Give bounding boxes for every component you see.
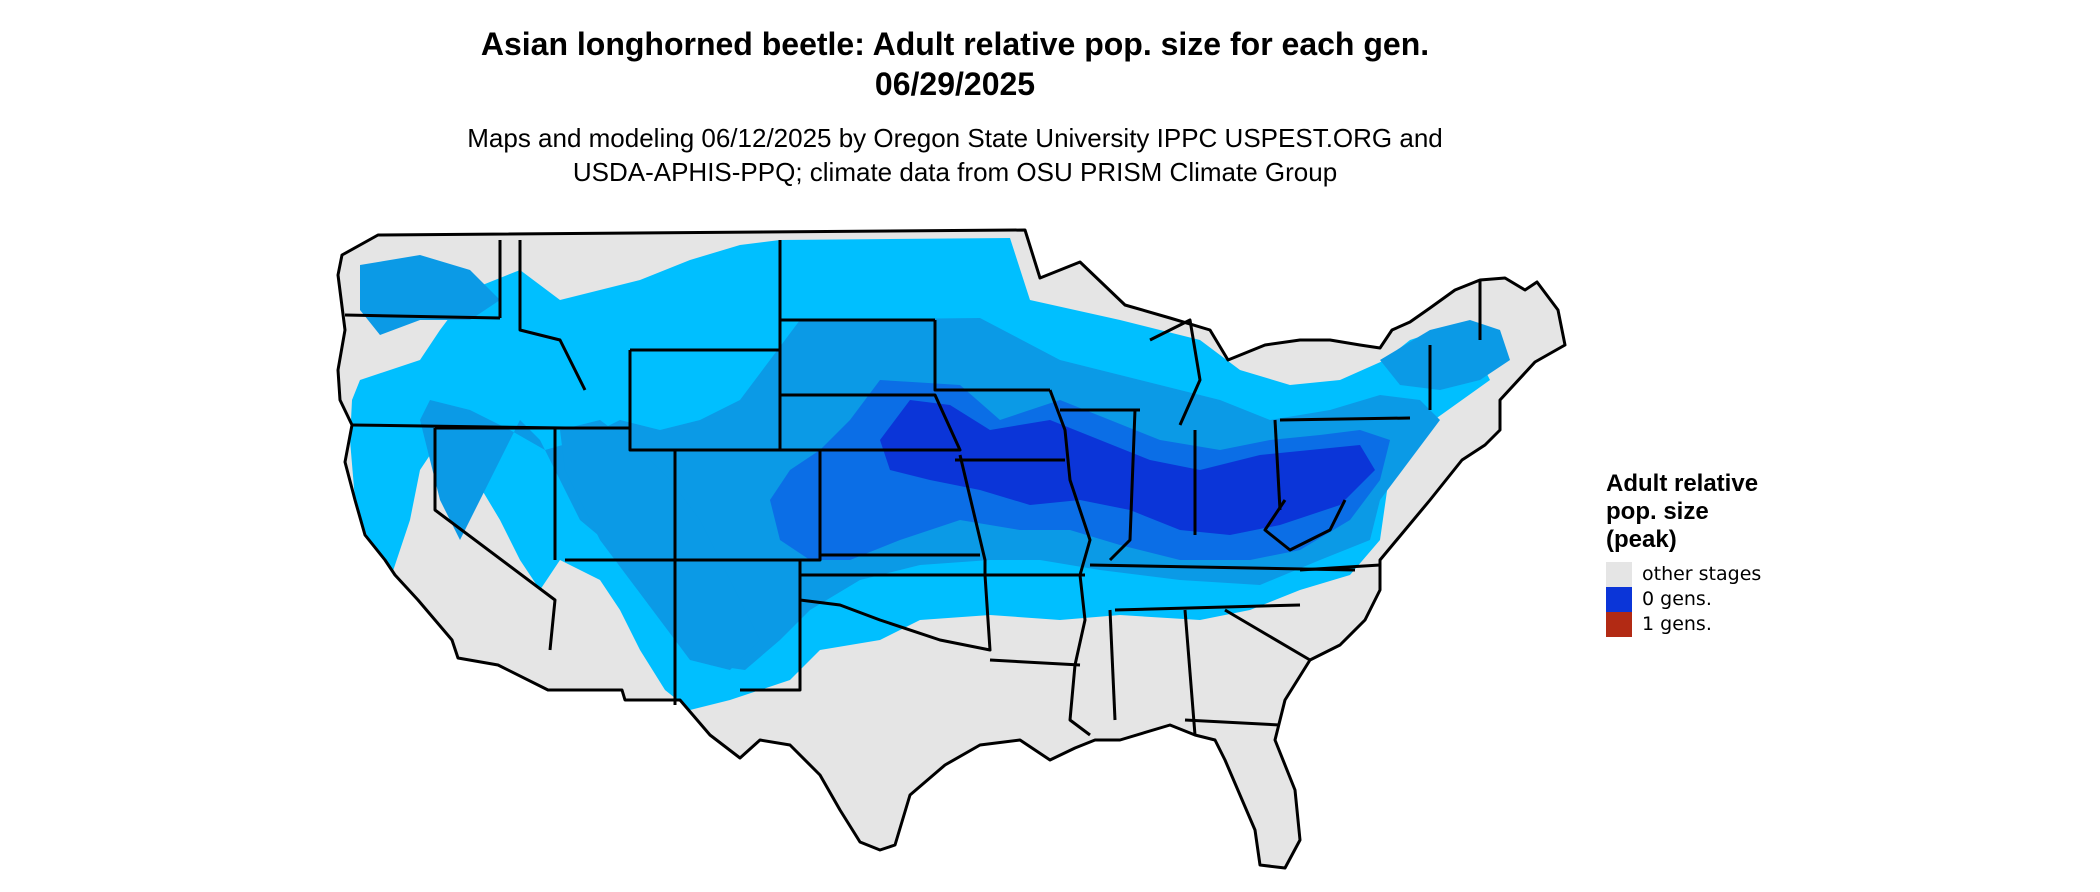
legend-swatch-other-stages [1606,562,1632,587]
border-nc-va [1299,563,1381,572]
legend-title: Adult relative pop. size (peak) [1606,470,1806,554]
border-ca-nv [433,428,557,651]
legend-label-0-gens: 0 gens. [1642,588,1712,610]
legend-title-line2: pop. size [1606,498,1709,525]
border-id-nv-ut [435,426,632,450]
border-ms-al [1108,609,1117,721]
map-subtitle-line2: USDA-APHIS-PPQ; climate data from OSU PR… [572,157,1338,187]
legend-swatch-0-gens [1606,587,1632,612]
border-ga-sc [1224,608,1311,662]
legend-label-1-gens: 1 gens. [1642,613,1712,635]
adult-zone-level-4 [880,400,1375,535]
border-tn-ms-al [1114,603,1301,612]
border-al-ga [1183,609,1197,736]
legend-title-line3: (peak) [1606,526,1677,553]
adult-zone-northeast [1380,320,1510,390]
border-ks-mo [958,454,987,575]
border-nm-tx [675,558,802,692]
map-subtitle-line1: Maps and modeling 06/12/2025 by Oregon S… [467,123,1443,153]
border-pa-ny [1279,416,1411,422]
border-mi [1149,318,1202,426]
border-wa-or [344,313,501,320]
legend-swatch-1-gens [1606,612,1632,637]
border-id-mt [518,240,587,391]
state-borders [336,228,1567,870]
border-mn-ia [933,320,1050,392]
border-wv [1263,499,1347,552]
border-mississippi [1048,389,1092,737]
map-title-line1: Asian longhorned beetle: Adult relative … [480,26,1430,62]
legend-title-line1: Adult relative [1606,470,1759,497]
adult-zone-southwest [560,420,760,670]
border-ut-co [673,448,822,562]
border-ga-fl [1184,718,1281,727]
border-co-ks [818,450,980,557]
border-wy [628,350,782,452]
border-il-in [1108,409,1137,562]
legend-label-other-stages: other stages [1642,563,1762,585]
border-oh-pa [1273,419,1282,511]
map-title-line2: 06/29/2025 [874,66,1036,102]
adult-population-overlay [350,238,1510,710]
border-ar-la [989,658,1081,667]
border-ne-ks [780,393,962,452]
national-outline [336,228,1567,870]
